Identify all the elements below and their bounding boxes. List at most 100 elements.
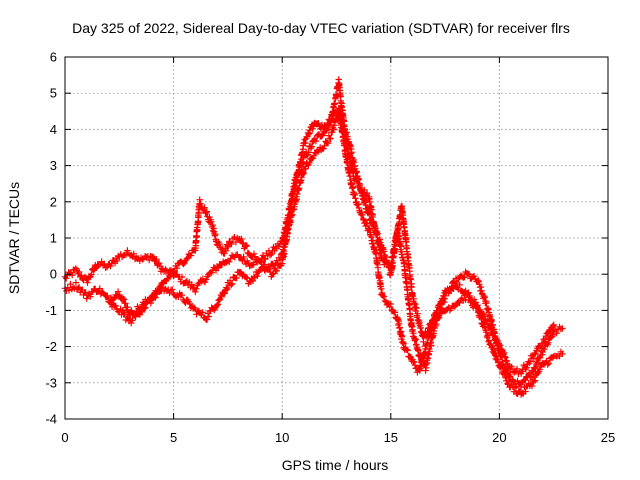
y-tick-label: 0: [50, 267, 57, 282]
data-point: [94, 285, 111, 300]
data-point: [72, 279, 89, 298]
data-point: [517, 369, 535, 391]
data-point: [224, 251, 241, 265]
x-tick-label: 5: [170, 430, 177, 445]
data-point: [496, 362, 513, 391]
data-point: [170, 290, 187, 304]
data-point: [192, 275, 209, 296]
data-point: [420, 315, 437, 345]
data-point: [203, 208, 216, 231]
data-point: [517, 352, 535, 377]
y-tick-label: 6: [50, 50, 57, 65]
data-point: [116, 305, 133, 325]
plot-area: [61, 76, 566, 398]
data-point: [398, 203, 416, 299]
data-point: [528, 340, 546, 362]
y-tick-label: 4: [50, 122, 57, 137]
data-point: [220, 238, 233, 257]
data-point: [94, 258, 111, 271]
data-point: [224, 268, 241, 289]
data-point: [311, 142, 328, 157]
data-point: [539, 354, 556, 368]
x-tick-label: 15: [384, 430, 398, 445]
data-point: [474, 277, 492, 313]
data-point: [550, 348, 565, 360]
y-tick-label: 5: [50, 86, 57, 101]
data-point: [474, 302, 491, 330]
data-point: [72, 265, 89, 284]
data-point: [400, 340, 415, 365]
data-point: [539, 322, 557, 347]
data-point: [235, 268, 252, 287]
x-tick-label: 10: [275, 430, 289, 445]
data-point: [322, 108, 339, 134]
data-point: [289, 140, 307, 201]
x-tick-label: 25: [601, 430, 615, 445]
data-point: [192, 200, 203, 254]
data-point: [357, 209, 372, 234]
x-tick-label: 0: [61, 430, 68, 445]
data-point: [344, 133, 361, 184]
data-point: [213, 284, 231, 309]
data-point: [83, 261, 100, 286]
data-point: [372, 246, 386, 299]
data-point: [257, 257, 274, 276]
chart-title: Day 325 of 2022, Sidereal Day-to-day VTE…: [72, 20, 570, 36]
y-tick-label: 2: [50, 194, 57, 209]
data-point: [485, 337, 502, 370]
y-tick-label: -1: [45, 303, 57, 318]
data-point: [507, 381, 524, 397]
data-point: [485, 320, 502, 349]
data-point: [415, 343, 429, 374]
data-point: [311, 128, 328, 145]
data-point: [409, 290, 427, 340]
y-tick-label: 3: [50, 158, 57, 173]
data-point: [235, 253, 252, 268]
x-tick-label: 20: [492, 430, 506, 445]
data-point: [365, 210, 383, 245]
data-point: [192, 306, 209, 322]
data-point: [559, 325, 566, 332]
series-track-c: [105, 108, 557, 378]
data-point: [209, 221, 220, 245]
data-point: [300, 120, 318, 147]
data-point: [268, 261, 285, 280]
y-axis-label: SDTVAR / TECUs: [6, 182, 22, 294]
data-point: [441, 282, 458, 296]
data-point: [127, 250, 143, 264]
data-point: [203, 264, 220, 283]
data-point: [127, 309, 144, 327]
y-tick-label: -3: [45, 375, 57, 390]
data-point: [159, 268, 176, 287]
data-point: [550, 321, 557, 329]
data-point: [496, 341, 513, 372]
data-point: [246, 250, 263, 266]
data-point: [181, 296, 198, 312]
data-point: [300, 152, 318, 173]
data-point: [148, 279, 165, 303]
data-point: [452, 281, 469, 296]
data-point: [279, 191, 296, 267]
data-point: [235, 235, 252, 257]
data-point: [105, 252, 122, 270]
y-tick-label: -4: [45, 412, 57, 427]
data-point: [559, 350, 566, 358]
data-point: [344, 159, 357, 198]
data-point: [268, 238, 285, 258]
series-track-b: [61, 105, 566, 398]
data-point: [452, 268, 469, 287]
x-axis-label: GPS time / hours: [282, 457, 389, 473]
data-point: [350, 190, 364, 216]
data-point: [394, 314, 407, 352]
axes: 0 5 10 15 20 25 -4 -3 -2 -1 0 1 2 3 4 5 6: [45, 50, 615, 446]
data-point: [400, 259, 416, 335]
data-point: [203, 303, 220, 323]
data-point: [116, 247, 132, 260]
data-point: [246, 267, 263, 285]
data-point: [422, 327, 438, 374]
y-tick-label: 1: [50, 231, 57, 246]
data-point: [431, 289, 448, 321]
data-point: [409, 326, 422, 359]
data-point: [105, 298, 122, 315]
